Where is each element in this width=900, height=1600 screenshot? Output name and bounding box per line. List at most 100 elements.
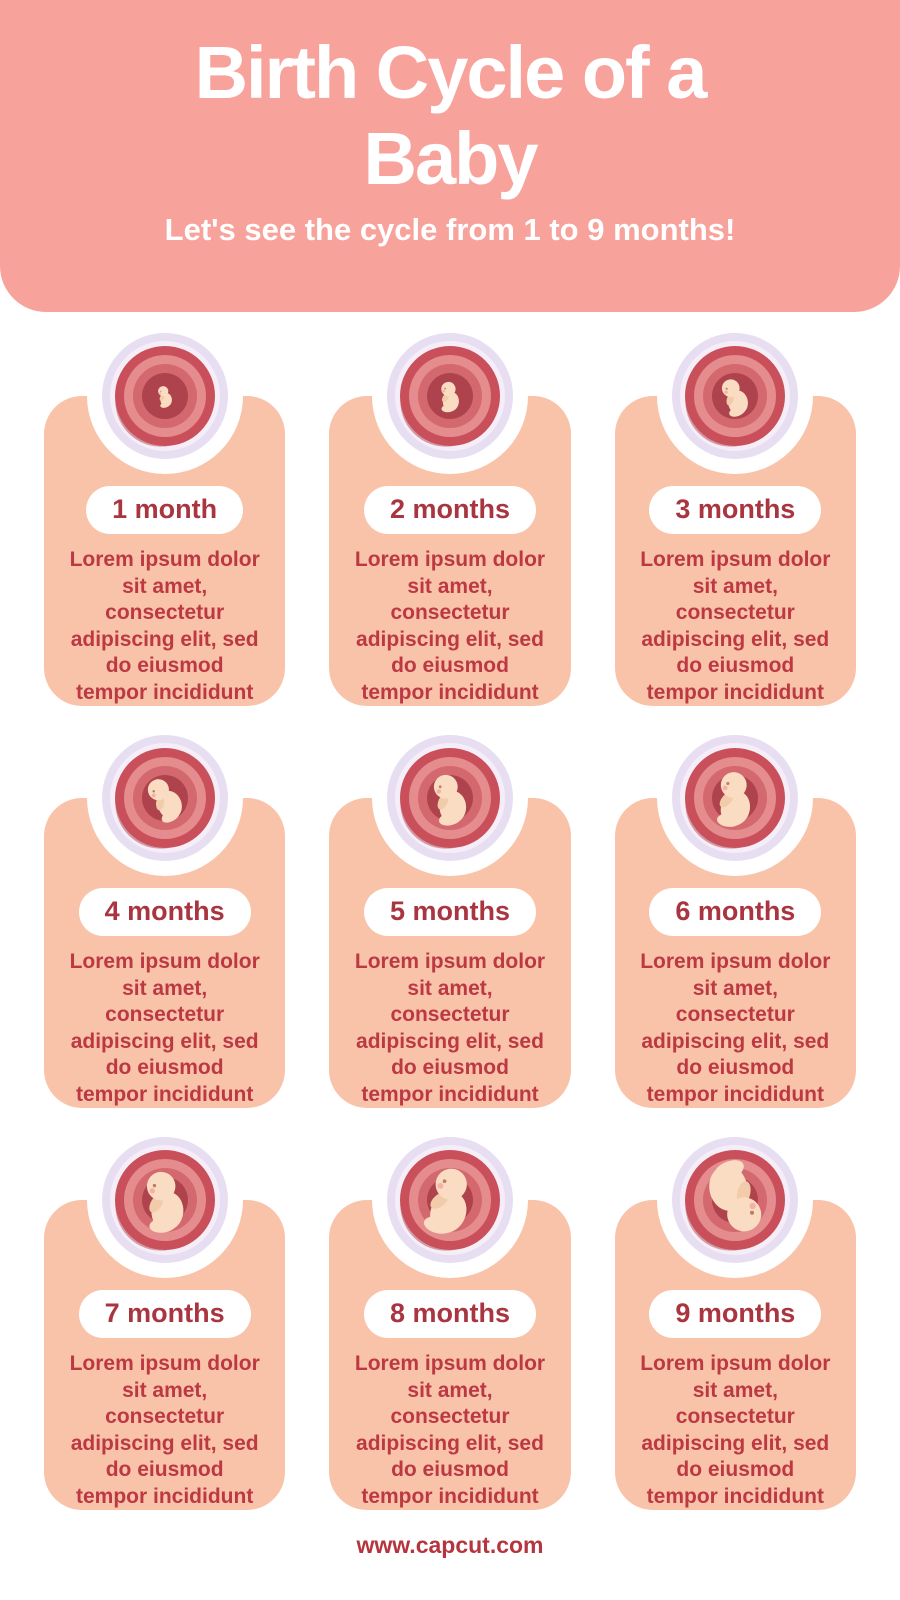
month-label-row: 1 month <box>56 486 273 534</box>
month-label: 7 months <box>104 1298 225 1328</box>
fetus-in-womb-icon <box>371 1122 528 1278</box>
month-description: Lorem ipsum dolor sit amet, consectetur … <box>69 547 260 705</box>
month-label-pill: 6 months <box>649 888 822 936</box>
fetus-group <box>709 1160 762 1232</box>
website-link: www.capcut.com <box>356 1532 544 1558</box>
fetus-in-womb-icon <box>86 318 243 474</box>
fetus-cheek <box>149 1188 155 1194</box>
month-description: Lorem ipsum dolor sit amet, consectetur … <box>354 1351 546 1509</box>
month-label-row: 5 months <box>341 888 558 936</box>
month-description: Lorem ipsum dolor sit amet, consectetur … <box>640 1351 831 1509</box>
fetus-eye <box>444 387 446 390</box>
footer: www.capcut.com <box>0 1532 900 1559</box>
month-label-pill: 3 months <box>649 486 822 534</box>
month-label: 9 months <box>675 1298 796 1328</box>
fetus-eye <box>725 387 728 390</box>
fetus-illustration <box>86 1122 243 1278</box>
fetus-group <box>441 381 459 413</box>
month-description: Lorem ipsum dolor sit amet, consectetur … <box>69 1351 260 1509</box>
month-card-body: 6 months Lorem ipsum dolor sit amet, con… <box>614 798 856 1108</box>
fetus-illustration <box>86 318 243 474</box>
month-card: 8 months Lorem ipsum dolor sit amet, con… <box>329 1122 571 1510</box>
fetus-cheek <box>158 392 161 395</box>
month-label-row: 3 months <box>627 486 844 534</box>
fetus-illustration <box>371 720 528 876</box>
month-label-row: 2 months <box>341 486 558 534</box>
month-label-row: 8 months <box>341 1290 558 1338</box>
month-card-body: 8 months Lorem ipsum dolor sit amet, con… <box>329 1200 571 1510</box>
month-label-pill: 4 months <box>78 888 251 936</box>
month-description: Lorem ipsum dolor sit amet, consectetur … <box>354 949 546 1107</box>
month-label-pill: 2 months <box>363 486 536 534</box>
month-card: 5 months Lorem ipsum dolor sit amet, con… <box>329 720 571 1108</box>
fetus-eye <box>442 1179 447 1184</box>
month-card: 4 months Lorem ipsum dolor sit amet, con… <box>44 720 286 1108</box>
month-label-pill: 7 months <box>78 1290 251 1338</box>
month-label-pill: 1 month <box>86 486 244 534</box>
fetus-illustration <box>86 720 243 876</box>
month-label-pill: 5 months <box>363 888 536 936</box>
month-card-body: 4 months Lorem ipsum dolor sit amet, con… <box>44 798 286 1108</box>
months-grid: 1 month Lorem ipsum dolor sit amet, cons… <box>0 312 900 1510</box>
fetus-in-womb-icon <box>86 1122 243 1278</box>
fetus-eye <box>152 790 155 793</box>
fetus-legs <box>717 813 742 827</box>
month-label-pill: 9 months <box>649 1290 822 1338</box>
month-label: 5 months <box>389 896 510 926</box>
fetus-head <box>441 381 456 397</box>
month-label: 6 months <box>675 896 796 926</box>
fetus-legs <box>714 1160 745 1182</box>
month-label-row: 6 months <box>627 888 844 936</box>
fetus-legs <box>159 402 170 408</box>
month-label-row: 7 months <box>56 1290 273 1338</box>
fetus-group <box>147 779 182 823</box>
month-label: 4 months <box>104 896 225 926</box>
month-label: 3 months <box>675 494 796 524</box>
header-banner: Birth Cycle of a Baby Let's see the cycl… <box>0 0 900 312</box>
fetus-cheek <box>437 1182 444 1189</box>
fetus-eye <box>726 781 730 786</box>
fetus-in-womb-icon <box>86 720 243 876</box>
fetus-group <box>722 379 749 417</box>
fetus-illustration <box>371 318 528 474</box>
fetus-in-womb-icon <box>371 720 528 876</box>
month-card: 6 months Lorem ipsum dolor sit amet, con… <box>614 720 856 1108</box>
month-card: 9 months Lorem ipsum dolor sit amet, con… <box>614 1122 856 1510</box>
fetus-legs <box>423 1216 453 1234</box>
month-label: 1 month <box>112 494 218 524</box>
fetus-head <box>435 1168 467 1200</box>
fetus-eye <box>152 1183 156 1188</box>
fetus-legs <box>438 812 462 826</box>
fetus-illustration <box>657 1122 814 1278</box>
fetus-group <box>433 774 467 826</box>
fetus-legs <box>149 1217 176 1233</box>
page-subtitle: Let's see the cycle from 1 to 9 months! <box>164 211 736 247</box>
fetus-head <box>157 386 168 397</box>
fetus-group <box>717 772 751 827</box>
fetus-cheek <box>436 789 442 794</box>
month-card: 2 months Lorem ipsum dolor sit amet, con… <box>329 318 571 706</box>
month-label: 2 months <box>389 494 510 524</box>
fetus-illustration <box>657 318 814 474</box>
month-description: Lorem ipsum dolor sit amet, consectetur … <box>640 949 831 1107</box>
fetus-in-womb-icon <box>371 318 528 474</box>
month-label: 8 months <box>389 1298 510 1328</box>
fetus-eye <box>159 390 162 392</box>
fetus-head <box>433 774 458 799</box>
fetus-cheek <box>724 390 729 394</box>
fetus-illustration <box>371 1122 528 1278</box>
month-label-pill: 8 months <box>363 1290 536 1338</box>
month-description: Lorem ipsum dolor sit amet, consectetur … <box>69 949 260 1107</box>
month-label-row: 4 months <box>56 888 273 936</box>
month-description: Lorem ipsum dolor sit amet, consectetur … <box>640 547 831 705</box>
fetus-in-womb-icon <box>657 1122 814 1278</box>
fetus-group <box>157 386 172 408</box>
fetus-legs <box>161 808 180 823</box>
fetus-legs <box>441 404 455 413</box>
fetus-cheek <box>749 1202 757 1210</box>
fetus-group <box>146 1171 184 1233</box>
fetus-group <box>423 1168 467 1234</box>
fetus-cheek <box>151 793 156 798</box>
month-description: Lorem ipsum dolor sit amet, consectetur … <box>354 547 546 705</box>
